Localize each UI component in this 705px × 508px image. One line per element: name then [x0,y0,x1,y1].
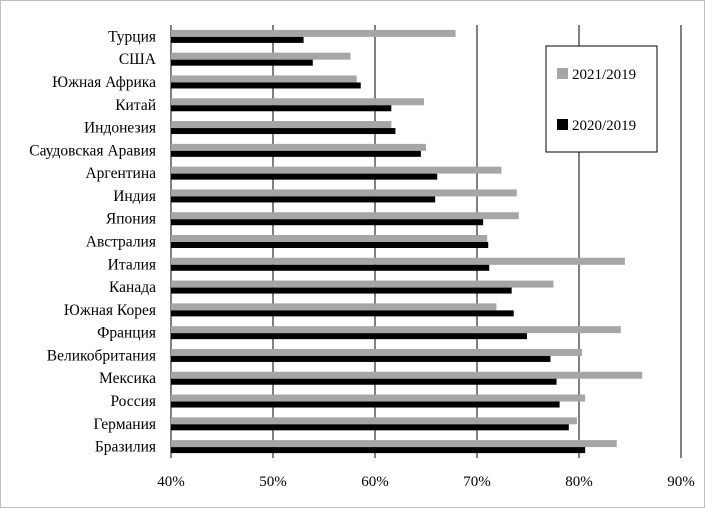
bar-2021-2019-1 [171,52,351,60]
category-label-2: Южная Африка [52,74,156,91]
category-label-8: Япония [106,211,156,228]
bar-2020-2019-11 [171,287,512,294]
bar-2021-2019-10 [171,257,625,265]
bar-2020-2019-2 [171,82,361,89]
bar-2020-2019-17 [171,424,569,431]
category-label-15: Мексика [99,370,156,387]
x-tick-label-4: 80% [565,474,593,490]
x-tick-label-1: 50% [259,474,287,490]
bar-2020-2019-12 [171,310,514,317]
x-tick-labels: 40% 50% 60% 70% 80% 90% [157,474,695,490]
bar-2021-2019-13 [171,326,621,334]
category-label-17: Германия [94,416,156,433]
category-label-11: Канада [109,279,156,296]
bar-2020-2019-9 [171,242,489,248]
bar-2021-2019-5 [171,143,426,151]
category-label-3: Китай [115,97,156,114]
bar-2020-2019-8 [171,219,484,226]
x-tick-label-0: 40% [157,474,185,490]
bar-2021-2019-4 [171,121,392,129]
bar-2021-2019-7 [171,189,517,197]
category-label-10: Италия [108,256,156,273]
bar-2020-2019-3 [171,105,392,112]
bar-2020-2019-13 [171,333,527,340]
legend-label-2021-2019: 2021/2019 [572,67,636,83]
bar-2020-2019-18 [171,447,586,454]
bar-2020-2019-4 [171,128,396,135]
legend-swatch-2021-2019 [557,68,568,79]
x-tick-label-2: 60% [361,474,389,490]
category-label-13: Франция [97,325,156,342]
bar-2021-2019-2 [171,75,357,83]
bar-2020-2019-7 [171,196,436,203]
bar-2020-2019-14 [171,355,551,362]
bar-2021-2019-8 [171,212,519,220]
bar-2021-2019-3 [171,98,424,106]
bar-2021-2019-6 [171,166,502,174]
category-label-5: Саудовская Аравия [29,142,156,159]
category-label-18: Бразилия [95,439,156,456]
bar-2021-2019-0 [171,29,456,37]
bar-2020-2019-10 [171,264,490,271]
bar-2021-2019-11 [171,280,554,288]
bar-2021-2019-17 [171,417,577,425]
legend-swatch-2020-2019 [557,119,568,130]
bar-2021-2019-16 [171,394,586,402]
bar-2020-2019-15 [171,378,557,385]
legend-label-2020-2019: 2020/2019 [572,118,636,134]
category-labels: Турция США Южная Африка Китай Индонезия Саудо… [29,28,157,455]
bar-2020-2019-6 [171,173,438,180]
category-label-14: Великобритания [47,347,156,364]
bars [171,29,643,454]
bar-2020-2019-16 [171,401,560,408]
bar-2021-2019-12 [171,303,497,311]
category-label-9: Австралия [86,234,156,251]
category-label-12: Южная Корея [64,302,156,319]
category-label-16: Россия [110,393,156,410]
x-tick-label-3: 70% [463,474,491,490]
bar-2021-2019-18 [171,440,617,448]
legend-box [545,45,658,153]
category-label-7: Индия [113,188,156,205]
bar-2021-2019-9 [171,235,488,242]
x-tick-label-5: 90% [667,474,695,490]
legend: 2021/2019 2020/2019 [545,45,658,153]
bar-2020-2019-0 [171,36,304,43]
bar-2020-2019-5 [171,150,421,157]
category-label-6: Аргентина [85,165,156,182]
category-label-4: Индонезия [84,120,156,137]
bar-2021-2019-14 [171,348,583,356]
bar-2020-2019-1 [171,59,313,66]
bar-2021-2019-15 [171,371,643,379]
category-label-1: США [119,51,157,68]
category-label-0: Турция [108,28,156,45]
